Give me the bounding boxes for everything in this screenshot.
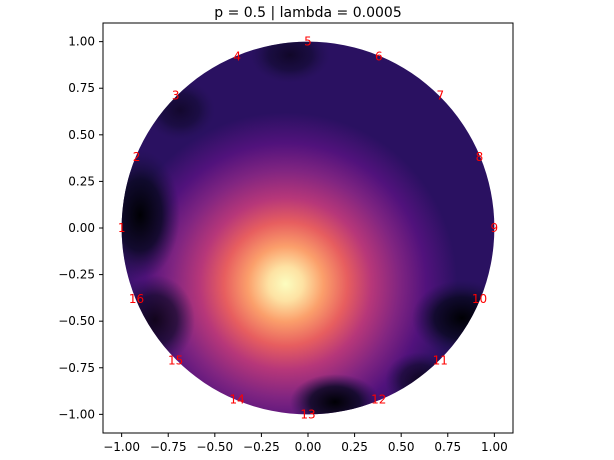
y-tick-label: 1.00	[68, 35, 95, 49]
y-tick-label: −0.50	[58, 314, 95, 328]
chart-title: p = 0.5 | lambda = 0.0005	[214, 5, 401, 21]
y-tick-label: 0.50	[68, 128, 95, 142]
y-tick-label: 0.00	[68, 221, 95, 235]
dark-region-right	[412, 280, 495, 356]
x-tick-label: 0.50	[388, 440, 415, 454]
dark-region-bottom	[290, 374, 380, 415]
electrode-label: 9	[491, 221, 499, 235]
y-tick-label: 0.25	[68, 174, 95, 188]
electrode-label: 5	[304, 35, 312, 49]
x-tick-label: −0.75	[150, 440, 187, 454]
x-tick-label: 1.00	[481, 440, 508, 454]
dark-region-left	[121, 150, 180, 280]
electrode-label: 7	[436, 89, 444, 103]
electrode-label: 14	[230, 392, 245, 406]
electrode-label: 6	[375, 50, 383, 64]
x-tick-label: −0.25	[243, 440, 280, 454]
electrode-label: 13	[300, 407, 315, 421]
electrode-label: 3	[172, 89, 180, 103]
x-tick-label: 0.25	[341, 440, 368, 454]
dark-region-top	[250, 41, 330, 83]
electrode-label: 8	[476, 150, 484, 164]
x-tick-label: 0.75	[434, 440, 461, 454]
dark-region-top-left	[145, 80, 215, 140]
electrode-label: 10	[472, 292, 487, 306]
x-tick-label: −1.00	[103, 440, 140, 454]
x-tick-label: −0.50	[196, 440, 233, 454]
electrode-label: 15	[168, 353, 183, 367]
electrode-label: 2	[133, 150, 141, 164]
axis-ticks: −1.00 −0.75 −0.50 −0.25 0.00 0.25 0.50 0.75 1.00…	[58, 35, 508, 454]
electrode-label: 1	[118, 221, 126, 235]
y-tick-label: −0.75	[58, 361, 95, 375]
dark-region-lower-left	[121, 275, 195, 365]
y-tick-label: −1.00	[58, 407, 95, 421]
electrode-label: 16	[129, 292, 144, 306]
electrode-label: 11	[433, 353, 448, 367]
electrode-label: 12	[371, 392, 386, 406]
electrode-label: 4	[233, 50, 241, 64]
x-tick-label: 0.00	[295, 440, 322, 454]
y-tick-label: −0.25	[58, 268, 95, 282]
y-tick-label: 0.75	[68, 81, 95, 95]
heatmap	[121, 41, 495, 415]
